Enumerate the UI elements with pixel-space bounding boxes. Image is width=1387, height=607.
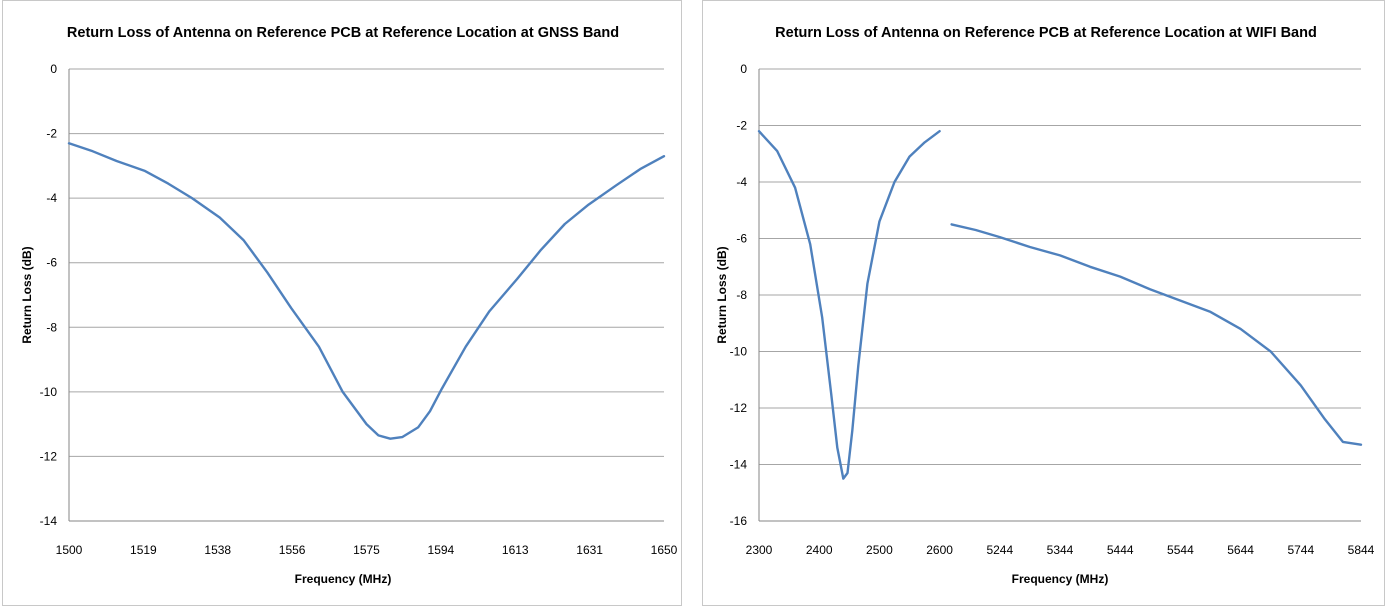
gnss-chart-panel: Return Loss of Antenna on Reference PCB …	[2, 0, 682, 606]
y-tick-label: -2	[46, 127, 57, 141]
y-tick-label: -6	[736, 232, 747, 246]
x-tick-label: 1556	[279, 543, 306, 557]
chart-title: Return Loss of Antenna on Reference PCB …	[67, 25, 619, 41]
y-tick-label: -12	[730, 401, 748, 415]
y-tick-label: -8	[46, 320, 57, 334]
y-tick-label: -16	[730, 514, 748, 528]
x-tick-label: 5544	[1167, 543, 1194, 557]
y-tick-label: -6	[46, 256, 57, 270]
x-tick-label: 1538	[204, 543, 231, 557]
x-tick-label: 1500	[56, 543, 83, 557]
y-tick-label: -4	[736, 175, 747, 189]
x-tick-label: 5744	[1287, 543, 1314, 557]
x-tick-label: 5344	[1047, 543, 1074, 557]
x-axis-label: Frequency (MHz)	[1012, 572, 1109, 586]
y-tick-label: -14	[730, 458, 748, 472]
x-tick-label: 5444	[1107, 543, 1134, 557]
wifi-chart-panel: Return Loss of Antenna on Reference PCB …	[702, 0, 1385, 606]
x-tick-label: 2300	[746, 543, 773, 557]
y-tick-label: -10	[40, 385, 58, 399]
x-tick-label: 1650	[651, 543, 678, 557]
y-tick-label: -2	[736, 119, 747, 133]
y-tick-label: 0	[50, 62, 57, 76]
x-tick-label: 1519	[130, 543, 157, 557]
y-tick-label: -8	[736, 288, 747, 302]
x-tick-label: 1575	[353, 543, 380, 557]
series-line-2	[950, 223, 1363, 446]
x-tick-label: 5244	[986, 543, 1013, 557]
series-line-1	[757, 129, 941, 480]
y-tick-label: 0	[740, 62, 747, 76]
y-axis-label: Return Loss (dB)	[20, 246, 34, 343]
y-tick-label: -12	[40, 449, 58, 463]
x-tick-label: 1631	[576, 543, 603, 557]
y-tick-label: -14	[40, 514, 58, 528]
gnss-chart: Return Loss of Antenna on Reference PCB …	[20, 25, 678, 586]
series-line-1	[67, 142, 666, 440]
x-tick-label: 5844	[1348, 543, 1375, 557]
chart-title: Return Loss of Antenna on Reference PCB …	[775, 25, 1317, 41]
x-tick-label: 1613	[502, 543, 529, 557]
y-axis-label: Return Loss (dB)	[715, 246, 729, 343]
x-tick-label: 2500	[866, 543, 893, 557]
x-tick-label: 1594	[428, 543, 455, 557]
x-axis-label: Frequency (MHz)	[295, 572, 392, 586]
y-tick-label: -10	[730, 345, 748, 359]
x-tick-label: 2400	[806, 543, 833, 557]
wifi-chart: Return Loss of Antenna on Reference PCB …	[715, 25, 1375, 586]
x-tick-label: 2600	[926, 543, 953, 557]
x-tick-label: 5644	[1227, 543, 1254, 557]
y-tick-label: -4	[46, 191, 57, 205]
